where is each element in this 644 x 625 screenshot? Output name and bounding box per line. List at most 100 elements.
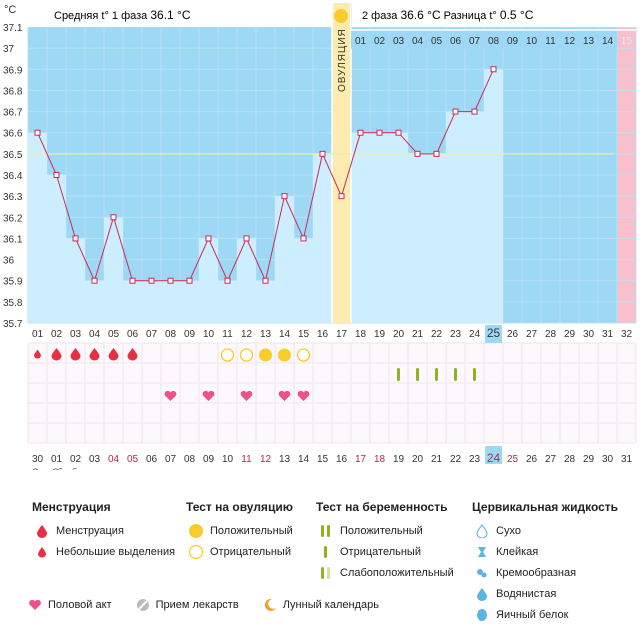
cycle-day-label: 10 <box>203 329 215 340</box>
date-label: 01 <box>51 454 63 465</box>
temperature-point <box>300 235 307 242</box>
heart-icon <box>278 390 291 401</box>
phase2-day-label: 13 <box>583 36 595 47</box>
date-label: 30 <box>602 454 614 465</box>
temperature-bar <box>180 280 199 323</box>
dry-icon <box>472 523 492 538</box>
temperature-bar <box>142 280 161 323</box>
cycle-day-label: 23 <box>450 329 462 340</box>
temperature-point <box>129 277 136 284</box>
cycle-day-label: 03 <box>70 329 82 340</box>
heart-icon <box>202 390 215 401</box>
cycle-day-label: 24 <box>469 329 481 340</box>
date-label: 05 <box>127 454 139 465</box>
single-strip-icon <box>435 368 438 381</box>
temperature-point <box>72 235 79 242</box>
temperature-bar <box>218 280 237 323</box>
cycle-day-label: 20 <box>393 329 405 340</box>
date-label: 19 <box>393 454 405 465</box>
cycle-day-label: 21 <box>412 329 424 340</box>
phase2-day-label: 09 <box>507 36 519 47</box>
y-tick-label: 37.1 <box>3 23 23 34</box>
heart-icon <box>28 599 42 611</box>
temperature-point <box>281 193 288 200</box>
date-label: 28 <box>564 454 576 465</box>
phase2-day-label: 06 <box>450 36 462 47</box>
phase1-summary-box <box>28 3 333 27</box>
single-strip-icon <box>454 368 457 381</box>
cycle-day-label: 25 <box>487 326 501 340</box>
phase2-day-label: 14 <box>602 36 614 47</box>
cycle-day-label: 15 <box>298 329 310 340</box>
y-tick-label: 35.8 <box>3 298 23 309</box>
heart-icon <box>164 390 177 401</box>
legend-ovulation-test-title: Тест на овуляцию <box>186 500 293 514</box>
phase2-day-label: 08 <box>488 36 500 47</box>
date-label: 13 <box>279 454 291 465</box>
y-tick-label: 36.7 <box>3 108 23 119</box>
temperature-point <box>357 129 364 136</box>
drop-icon <box>127 348 138 361</box>
date-label: 18 <box>374 454 386 465</box>
phase2-day-label: 02 <box>374 36 386 47</box>
date-label: 20 <box>412 454 424 465</box>
temperature-point <box>186 277 193 284</box>
cycle-day-label: 04 <box>89 329 101 340</box>
y-tick-label: 36.4 <box>3 171 23 182</box>
date-label: 30 <box>32 454 44 465</box>
date-label: 25 <box>507 454 519 465</box>
cycle-day-label: 17 <box>336 329 348 340</box>
legend-item: Положительный <box>340 524 423 537</box>
date-label: 23 <box>469 454 481 465</box>
y-tick-label: 36.2 <box>3 213 23 224</box>
temperature-point <box>110 214 117 221</box>
cycle-day-label: 01 <box>32 329 44 340</box>
drop-icon <box>70 348 81 361</box>
legend-pregnancy-test: Тест на беременность Положительный Отриц… <box>316 500 454 583</box>
sun-outline-icon <box>296 348 311 362</box>
medication-label: Прием лекарств <box>155 599 239 611</box>
temperature-point <box>148 277 155 284</box>
temperature-point <box>53 172 60 178</box>
sun-icon <box>278 348 291 362</box>
date-label: 08 <box>184 454 196 465</box>
small-drop-icon <box>32 546 52 558</box>
legend-item: Кремообразная <box>496 566 577 579</box>
cycle-day-label: 19 <box>374 329 386 340</box>
temperature-bar <box>28 132 47 323</box>
legend-menstruation-title: Менструация <box>32 500 111 514</box>
date-label: 21 <box>431 454 443 465</box>
month-label-october: Октябрь <box>52 467 87 470</box>
cycle-day-label: 28 <box>545 329 557 340</box>
cycle-day-label: 05 <box>108 329 120 340</box>
temperature-point <box>376 129 383 136</box>
cycle-day-label: 02 <box>51 329 63 340</box>
month-label-september: Сентябрь <box>32 467 73 470</box>
temperature-point <box>319 150 326 157</box>
temperature-point <box>205 235 212 242</box>
cycle-day-label: 22 <box>431 329 443 340</box>
phase2-day-label: 04 <box>412 36 424 47</box>
phase2-day-label: 03 <box>393 36 405 47</box>
phase2-day-label: 12 <box>564 36 576 47</box>
cycle-day-label: 09 <box>184 329 196 340</box>
unit-label: °C <box>4 4 16 16</box>
cycle-day-label: 31 <box>602 329 614 340</box>
legend-cervical: Цервикальная жидкость Сухо Клейкая Кремо… <box>472 500 618 625</box>
date-label: 26 <box>526 454 538 465</box>
date-label: 14 <box>298 454 310 465</box>
temperature-bar <box>256 280 275 323</box>
date-label: 02 <box>70 454 82 465</box>
date-label: 22 <box>450 454 462 465</box>
phase1-summary: Средняя t° 1 фаза 36.1 °C <box>54 8 191 22</box>
cycle-day-label: 30 <box>583 329 595 340</box>
y-tick-label: 36.1 <box>3 234 23 245</box>
heart-icon <box>297 390 310 401</box>
date-label: 11 <box>241 454 252 465</box>
temperature-bar <box>351 132 370 323</box>
egg-white-icon <box>472 608 492 622</box>
sticky-icon <box>472 546 492 558</box>
sun-outline-icon <box>239 348 254 362</box>
date-label: 09 <box>203 454 215 465</box>
date-label: 31 <box>621 454 633 465</box>
